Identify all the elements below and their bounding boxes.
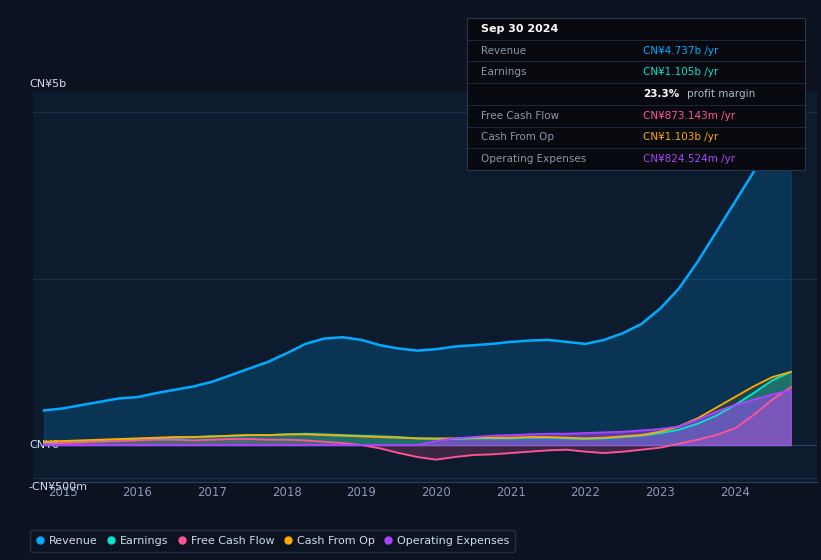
Text: Revenue: Revenue [480, 45, 525, 55]
Text: CN¥5b: CN¥5b [29, 78, 66, 88]
Text: CN¥1.103b /yr: CN¥1.103b /yr [643, 132, 718, 142]
Text: CN¥4.737b /yr: CN¥4.737b /yr [643, 45, 718, 55]
Text: 23.3%: 23.3% [643, 89, 679, 99]
Text: Free Cash Flow: Free Cash Flow [480, 111, 558, 121]
Text: CN¥824.524m /yr: CN¥824.524m /yr [643, 154, 735, 164]
Text: Sep 30 2024: Sep 30 2024 [480, 24, 558, 34]
Text: CN¥0: CN¥0 [29, 440, 59, 450]
Text: Operating Expenses: Operating Expenses [480, 154, 585, 164]
Text: CN¥873.143m /yr: CN¥873.143m /yr [643, 111, 735, 121]
Text: -CN¥500m: -CN¥500m [29, 482, 88, 492]
Text: Cash From Op: Cash From Op [480, 132, 553, 142]
Text: profit margin: profit margin [686, 89, 755, 99]
Text: Earnings: Earnings [480, 67, 526, 77]
Text: CN¥1.105b /yr: CN¥1.105b /yr [643, 67, 718, 77]
Legend: Revenue, Earnings, Free Cash Flow, Cash From Op, Operating Expenses: Revenue, Earnings, Free Cash Flow, Cash … [30, 530, 515, 552]
